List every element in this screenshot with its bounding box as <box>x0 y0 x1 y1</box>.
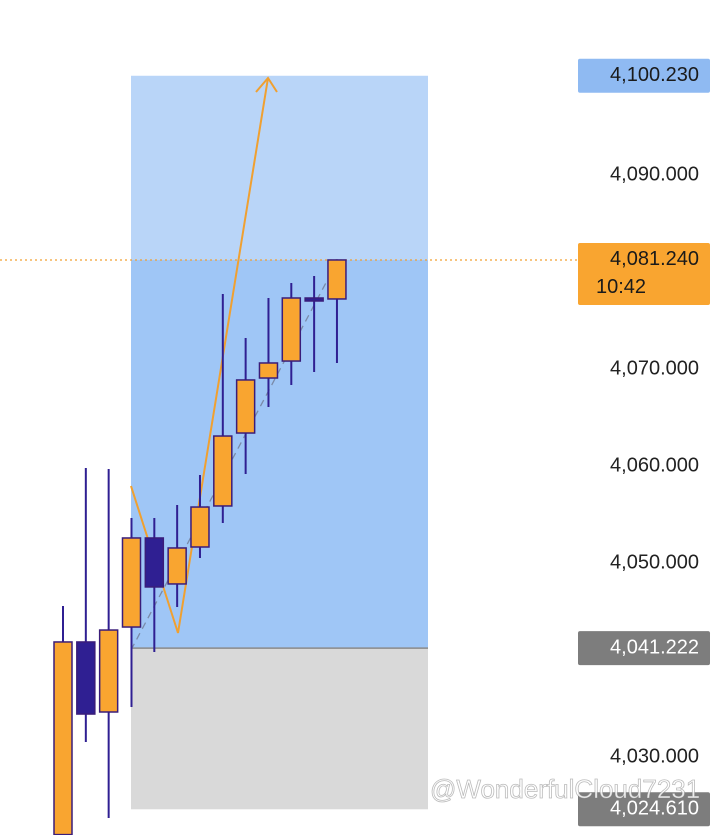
candle-body <box>98 629 119 713</box>
candle-body <box>213 435 233 507</box>
target-zone-lower <box>131 259 428 649</box>
arrow-head <box>255 76 278 93</box>
y-tick-label: 4,030.000 <box>610 745 699 767</box>
y-tick-label: 4,060.000 <box>610 454 699 476</box>
candle-body <box>121 537 142 628</box>
candle-body <box>53 641 73 836</box>
target-zone-upper <box>131 75 428 260</box>
watermark: @WonderfulCloud7231 <box>430 774 700 804</box>
candle-body <box>76 641 96 715</box>
candle-body <box>304 297 324 302</box>
entry-label: 4,041.222 <box>610 636 699 658</box>
stop-label-box <box>578 792 710 827</box>
y-tick-label: 4,050.000 <box>610 551 699 573</box>
candle-body <box>327 259 347 300</box>
candle-body <box>258 362 279 379</box>
stop-zone <box>131 648 428 810</box>
target-label: 4,100.230 <box>610 64 699 86</box>
candle-body <box>167 547 187 585</box>
last-price-label-box <box>578 242 710 305</box>
candle-body <box>235 379 256 434</box>
last-price-label: 4,081.240 <box>610 248 699 270</box>
stop-label: 4,024.610 <box>610 798 699 820</box>
y-tick-label: 4,090.000 <box>610 163 699 185</box>
candle-body <box>144 537 165 588</box>
y-tick-label: 4,070.000 <box>610 357 699 379</box>
entry-label-box <box>578 631 710 666</box>
projection-arrow <box>130 77 269 634</box>
candle-body <box>190 506 210 548</box>
target-label-box <box>578 58 710 93</box>
candle-body <box>281 297 302 362</box>
path-dashed <box>130 261 338 651</box>
countdown: 10:42 <box>596 276 646 298</box>
